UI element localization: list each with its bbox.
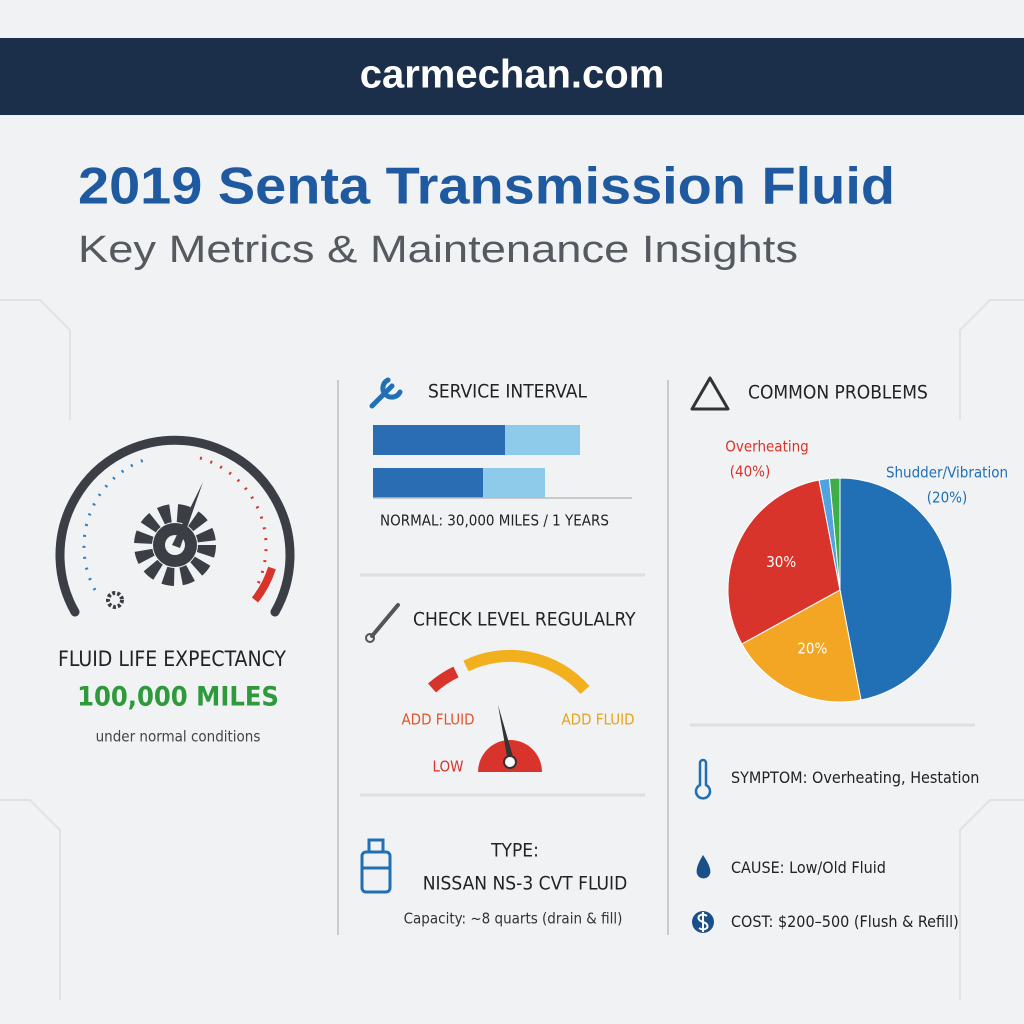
fact: CAUSE: Low/Old Fluid <box>731 858 886 877</box>
subtitle: Key Metrics & Maintenance Insights <box>78 229 798 271</box>
check-right: ADD FLUID <box>561 711 634 729</box>
wrench-icon <box>369 377 403 409</box>
capacity: Capacity: ~8 quarts (drain & fill) <box>404 910 623 928</box>
thermometer-icon <box>694 758 712 800</box>
life-label: FLUID LIFE EXPECTANCY <box>58 647 286 671</box>
problems-title: COMMON PROBLEMS <box>748 382 928 404</box>
type-label: TYPE: <box>490 840 539 862</box>
life-value: 100,000 MILES <box>77 682 279 713</box>
service-normal: NORMAL: 30,000 MILES / 1 YEARS <box>380 512 609 530</box>
fact: COST: $200–500 (Flush & Refill) <box>731 912 959 931</box>
type-value: NISSAN NS-3 CVT FLUID <box>423 873 628 895</box>
fact: SYMPTOM: Overheating, Hestation <box>731 768 979 787</box>
interval-bars <box>373 425 632 499</box>
pie-slice <box>727 479 841 645</box>
drop-icon <box>696 855 711 879</box>
check-title: CHECK LEVEL REGULALRY <box>413 609 636 631</box>
service-title: SERVICE INTERVAL <box>428 381 587 403</box>
dipstick-icon <box>365 633 375 643</box>
title: 2019 Senta Transmission Fluid <box>78 158 895 216</box>
callout-name: Shudder/Vibration <box>886 464 1008 482</box>
level-gauge <box>427 649 590 772</box>
site-name: carmechan.com <box>360 53 665 97</box>
warning-icon <box>690 376 730 411</box>
life-gauge <box>55 435 295 617</box>
circuit-decor <box>0 299 1024 1000</box>
slice-label: 20% <box>797 639 827 657</box>
dipstick-icon <box>370 603 400 638</box>
callout-share: (20%) <box>927 489 968 507</box>
life-note: under normal conditions <box>96 728 261 746</box>
dollar-icon <box>697 912 709 932</box>
callout-share: (40%) <box>730 463 771 481</box>
slice-label: 30% <box>766 553 796 571</box>
pie-slice <box>828 477 841 591</box>
bottle-icon <box>360 838 392 894</box>
check-low: LOW <box>433 758 464 776</box>
pie-chart: 20% 30% <box>727 477 953 703</box>
pie-slice <box>741 589 862 703</box>
callout-name: Overheating <box>725 438 808 456</box>
check-left: ADD FLUID <box>401 711 474 729</box>
header-bar <box>0 38 1024 115</box>
pie-slice <box>839 477 953 701</box>
